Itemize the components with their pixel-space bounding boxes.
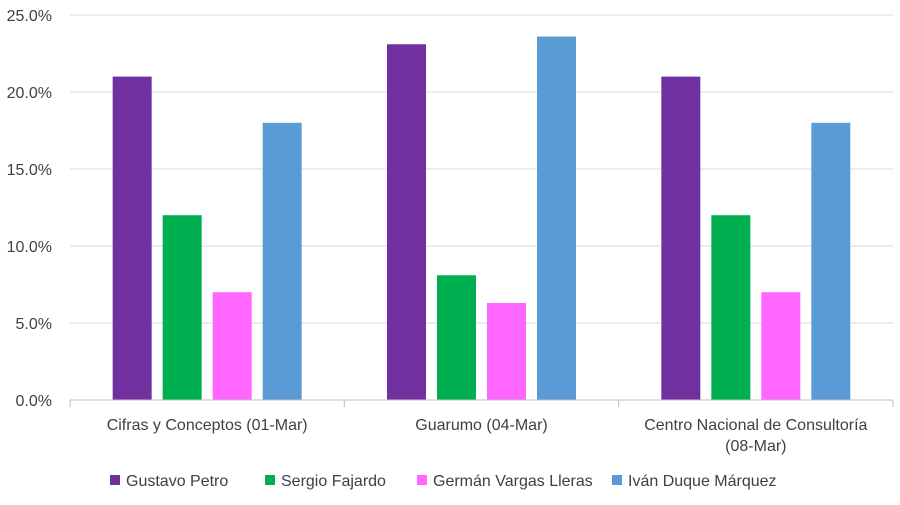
legend-swatch [110,475,120,485]
y-tick-label: 25.0% [7,8,52,25]
bar [811,122,851,401]
bar [437,275,476,400]
legend-label: Sergio Fajardo [281,473,386,490]
bar [487,302,526,400]
bar [537,36,576,401]
y-tick-label: 0.0% [16,393,52,410]
bar [262,122,302,401]
bar [112,76,152,400]
legend-swatch [265,475,275,485]
legend-swatch [417,475,427,485]
legend-item: Iván Duque Márquez [612,473,777,490]
legend-item: Sergio Fajardo [265,473,386,490]
x-category-label: (08-Mar) [725,438,786,455]
x-axis-category-labels: Cifras y Conceptos (01-Mar) Guarumo (04-M… [107,417,868,455]
y-tick-label: 10.0% [7,239,52,256]
y-axis-tick-labels: 0.0% 5.0% 10.0% 15.0% 20.0% 25.0% [7,8,52,410]
bar [162,215,202,400]
legend-item: Germán Vargas Lleras [417,473,593,490]
y-tick-label: 15.0% [7,162,52,179]
y-tick-label: 20.0% [7,85,52,102]
x-category-label: Cifras y Conceptos (01-Mar) [107,417,308,434]
bars [112,36,851,401]
legend-swatch [612,475,622,485]
legend-label: Gustavo Petro [126,473,228,490]
bar [212,292,252,400]
legend: Gustavo Petro Sergio Fajardo Germán Vargas… [110,473,777,490]
legend-item: Gustavo Petro [110,473,228,490]
bar [661,76,701,400]
x-axis [69,399,894,407]
bar [711,215,751,400]
legend-label: Iván Duque Márquez [628,473,777,490]
gridlines [70,14,893,324]
y-tick-label: 5.0% [16,316,52,333]
bar [387,44,426,400]
legend-label: Germán Vargas Lleras [433,473,593,490]
x-category-label: Centro Nacional de Consultoría [644,417,867,434]
x-category-label: Guarumo (04-Mar) [415,417,547,434]
bar [761,292,801,400]
